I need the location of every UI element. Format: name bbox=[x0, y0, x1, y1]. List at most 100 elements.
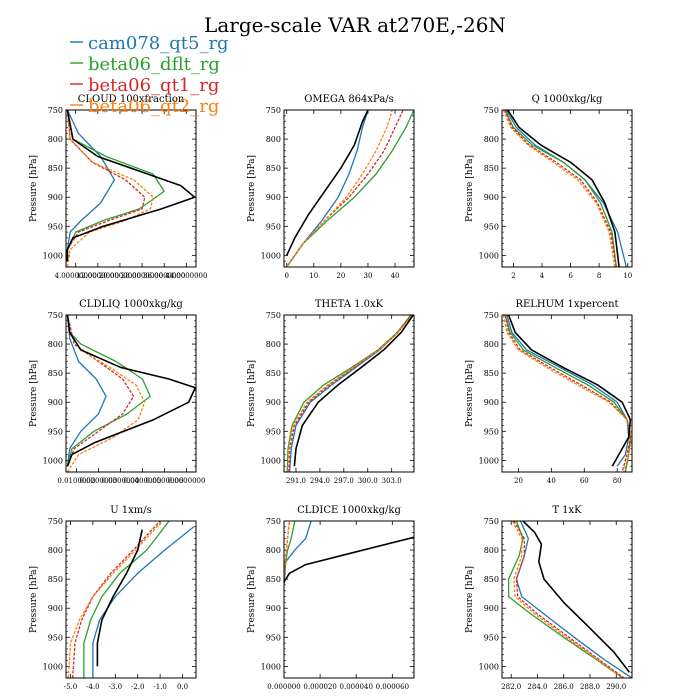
x-tick-label: 20.0000000 bbox=[99, 272, 141, 280]
panel-title: CLOUD 100xfraction bbox=[78, 94, 185, 105]
series-line-beta06_qt1_rg bbox=[288, 315, 413, 472]
x-tick-label: 0.000060 bbox=[376, 683, 409, 691]
chart-panel-4: CLDLIQ 1000xkg/kg Pressure [hPa] 750 800 850… bbox=[29, 299, 205, 485]
legend-entry: beta06_qt1_rg bbox=[88, 75, 219, 96]
x-tick-label: 284.0 bbox=[527, 683, 547, 691]
y-tick-label: 950 bbox=[266, 222, 281, 231]
y-tick-label: 1000 bbox=[43, 251, 63, 260]
panel-title: RELHUM 1xpercent bbox=[515, 299, 618, 310]
series-line-beta06_qt2_rg bbox=[66, 110, 154, 267]
plot-frame bbox=[65, 520, 197, 679]
y-tick-label: 1000 bbox=[479, 251, 499, 260]
series-line-cam078_qt5_rg bbox=[66, 110, 116, 262]
x-tick-label: 291.0 bbox=[286, 477, 306, 485]
y-axis-label: Pressure [hPa] bbox=[465, 360, 475, 427]
y-tick-label: 950 bbox=[266, 633, 281, 642]
y-tick-label: 750 bbox=[266, 106, 281, 115]
y-tick-label: 800 bbox=[484, 135, 499, 144]
panel-title: OMEGA 864xPa/s bbox=[304, 94, 394, 105]
series-line-beta06_dflt_rg bbox=[66, 315, 151, 467]
y-tick-label: 950 bbox=[484, 633, 499, 642]
x-tick-label: 20 bbox=[514, 477, 523, 485]
figure-title: Large-scale VAR at270E,-26N bbox=[204, 13, 506, 37]
y-tick-label: 1000 bbox=[479, 456, 499, 465]
plot-frame bbox=[65, 314, 197, 473]
y-tick-label: 850 bbox=[484, 575, 499, 584]
y-tick-label: 750 bbox=[484, 517, 499, 526]
series-line-black bbox=[96, 529, 143, 667]
y-axis-label: Pressure [hPa] bbox=[29, 155, 39, 222]
x-tick-label: 40 bbox=[391, 272, 400, 280]
y-tick-label: 800 bbox=[484, 546, 499, 555]
chart-panel-5: THETA 1.0xK Pressure [hPa] 750 800 850 900 950… bbox=[247, 299, 415, 485]
series-line-beta06_qt1_rg bbox=[513, 521, 625, 678]
series-line-black bbox=[507, 315, 632, 467]
y-axis-label: Pressure [hPa] bbox=[247, 566, 257, 633]
y-tick-label: 850 bbox=[266, 575, 281, 584]
series-line-beta06_qt2_rg bbox=[66, 315, 146, 472]
series-line-cam078_qt5_rg bbox=[515, 521, 632, 678]
series-line-beta06_dflt_rg bbox=[83, 521, 170, 678]
x-tick-label: 0.000020 bbox=[303, 683, 336, 691]
y-tick-label: 800 bbox=[48, 546, 63, 555]
y-tick-label: 850 bbox=[266, 164, 281, 173]
series-line-beta06_dflt_rg bbox=[504, 110, 617, 267]
legend-entry: beta06_qt2_rg bbox=[88, 96, 219, 117]
x-tick-label: -1.0 bbox=[153, 683, 167, 691]
x-tick-label: 2 bbox=[511, 272, 515, 280]
y-tick-label: 1000 bbox=[261, 456, 281, 465]
x-tick-label: -4.0 bbox=[86, 683, 100, 691]
y-tick-label: 750 bbox=[48, 517, 63, 526]
x-tick-label: 10 bbox=[309, 272, 318, 280]
plot-frame bbox=[501, 314, 633, 473]
x-tick-label: 290.0 bbox=[606, 683, 626, 691]
y-tick-label: 800 bbox=[484, 340, 499, 349]
y-axis-label: Pressure [hPa] bbox=[247, 360, 257, 427]
series-line-beta06_dflt_rg bbox=[286, 110, 414, 267]
y-tick-label: 800 bbox=[266, 546, 281, 555]
y-tick-label: 900 bbox=[266, 193, 281, 202]
x-tick-label: 36.0000000 bbox=[143, 272, 185, 280]
series-line-beta06_dflt_rg bbox=[286, 315, 412, 472]
legend-entry: cam078_qt5_rg bbox=[88, 33, 229, 54]
plot-frame bbox=[283, 109, 415, 268]
y-tick-label: 1000 bbox=[43, 456, 63, 465]
y-tick-label: 1000 bbox=[261, 662, 281, 671]
series-line-cam078_qt5_rg bbox=[505, 110, 627, 267]
series-line-black bbox=[66, 110, 196, 262]
x-tick-label: 303.0 bbox=[382, 477, 402, 485]
y-tick-label: 900 bbox=[266, 398, 281, 407]
chart-panel-1: CLOUD 100xfraction Pressure [hPa] 750 800 85… bbox=[29, 94, 207, 280]
series-line-beta06_qt1_rg bbox=[72, 521, 161, 678]
x-tick-label: 294.0 bbox=[310, 477, 330, 485]
series-line-beta06_dflt_rg bbox=[507, 521, 624, 678]
x-tick-label: 60 bbox=[580, 477, 589, 485]
x-tick-label: 6 bbox=[568, 272, 573, 280]
plot-frame bbox=[501, 520, 633, 679]
y-tick-label: 900 bbox=[484, 193, 499, 202]
series-line-beta06_qt1_rg bbox=[504, 110, 617, 267]
x-tick-label: 0.0600000 bbox=[168, 477, 206, 485]
x-tick-label: 286.0 bbox=[554, 683, 574, 691]
series-line-beta06_qt2_rg bbox=[284, 521, 291, 580]
x-tick-label: 80 bbox=[613, 477, 622, 485]
y-tick-label: 900 bbox=[48, 193, 63, 202]
panel-title: THETA 1.0xK bbox=[315, 299, 384, 310]
panel-title: CLDLIQ 1000xkg/kg bbox=[79, 299, 183, 310]
x-tick-label: 4 bbox=[540, 272, 545, 280]
y-tick-label: 900 bbox=[484, 604, 499, 613]
y-axis-label: Pressure [hPa] bbox=[29, 360, 39, 427]
y-axis-label: Pressure [hPa] bbox=[29, 566, 39, 633]
x-tick-label: 0.0500000 bbox=[146, 477, 184, 485]
chart-panel-8: CLDICE 1000xkg/kg Pressure [hPa] 750 800 850… bbox=[247, 505, 415, 691]
x-tick-label: 30 bbox=[363, 272, 372, 280]
series-line-cam078_qt5_rg bbox=[288, 315, 412, 472]
y-tick-label: 950 bbox=[484, 427, 499, 436]
series-line-black bbox=[66, 315, 196, 467]
plot-frame bbox=[501, 109, 633, 268]
y-tick-label: 1000 bbox=[261, 251, 281, 260]
y-tick-label: 850 bbox=[484, 164, 499, 173]
y-tick-label: 750 bbox=[266, 311, 281, 320]
x-tick-label: 297.0 bbox=[334, 477, 354, 485]
